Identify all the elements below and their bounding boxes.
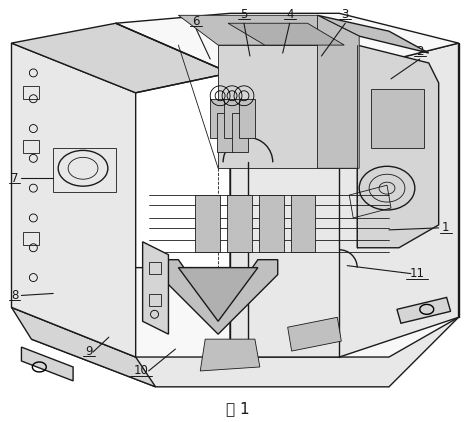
Polygon shape	[116, 14, 458, 73]
Polygon shape	[11, 43, 136, 357]
Polygon shape	[317, 15, 429, 53]
Polygon shape	[224, 99, 240, 138]
Text: 4: 4	[286, 8, 294, 21]
Polygon shape	[31, 317, 458, 387]
Polygon shape	[210, 99, 226, 138]
Polygon shape	[291, 195, 315, 252]
Text: 6: 6	[192, 15, 200, 28]
Polygon shape	[217, 113, 233, 152]
Polygon shape	[227, 195, 252, 252]
Polygon shape	[218, 45, 357, 168]
Text: 图 1: 图 1	[226, 401, 250, 416]
Polygon shape	[317, 15, 359, 168]
Polygon shape	[21, 347, 73, 381]
Text: 8: 8	[11, 289, 18, 302]
Polygon shape	[259, 195, 284, 252]
Polygon shape	[397, 298, 451, 323]
Polygon shape	[11, 23, 230, 93]
Polygon shape	[288, 317, 342, 351]
Polygon shape	[159, 260, 278, 334]
Polygon shape	[142, 242, 169, 334]
Text: 5: 5	[240, 8, 247, 21]
Polygon shape	[357, 45, 439, 248]
Polygon shape	[228, 23, 344, 45]
Text: 3: 3	[342, 8, 349, 21]
Polygon shape	[239, 99, 255, 138]
Text: 10: 10	[133, 365, 148, 377]
Text: 7: 7	[11, 172, 18, 185]
Polygon shape	[371, 89, 424, 149]
Polygon shape	[11, 307, 155, 387]
Text: 9: 9	[85, 345, 93, 357]
Polygon shape	[200, 339, 260, 371]
Text: 2: 2	[416, 45, 424, 57]
Polygon shape	[232, 113, 248, 152]
Polygon shape	[230, 43, 458, 357]
Text: 1: 1	[442, 222, 449, 234]
Polygon shape	[195, 195, 220, 252]
Text: 11: 11	[409, 267, 424, 280]
Polygon shape	[179, 268, 258, 321]
Polygon shape	[11, 268, 458, 357]
Polygon shape	[179, 15, 357, 45]
